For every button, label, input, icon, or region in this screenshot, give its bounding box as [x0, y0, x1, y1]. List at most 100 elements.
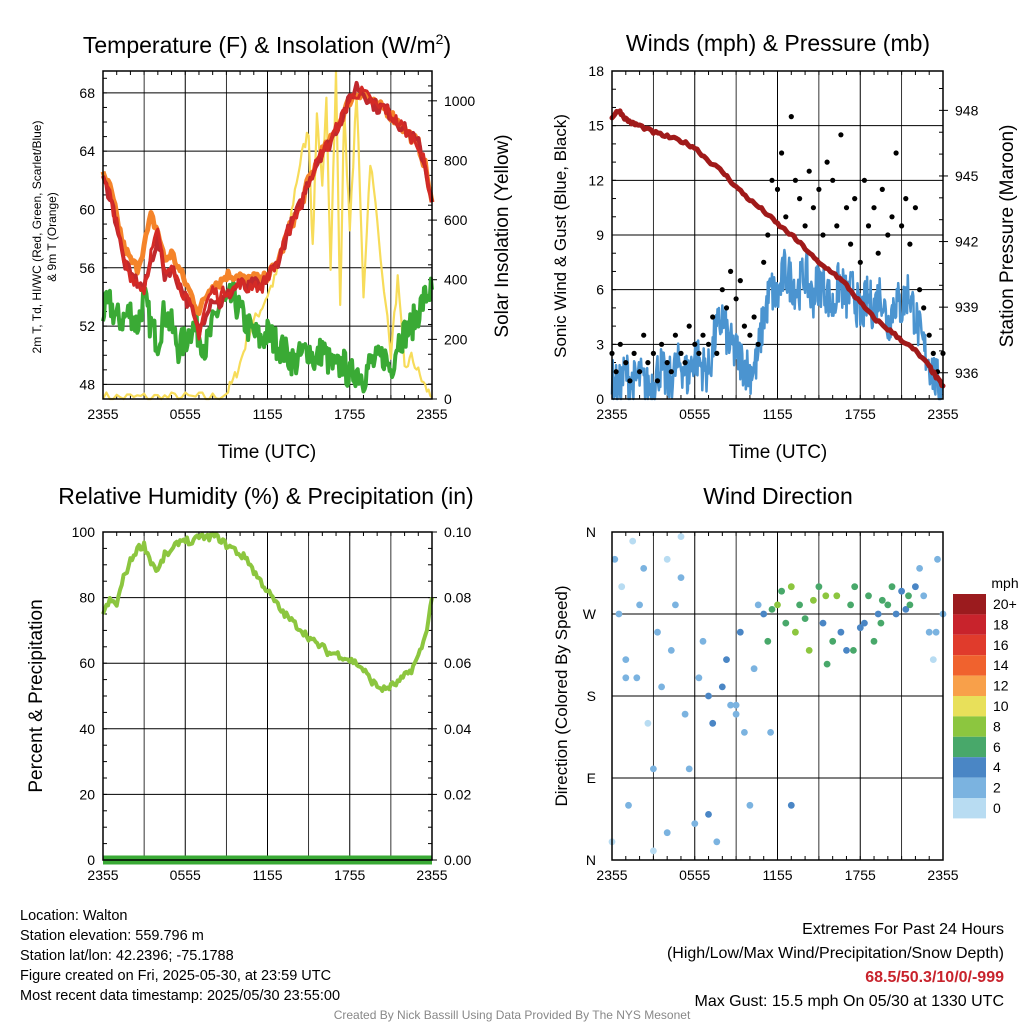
- wind-direction-marker: [736, 628, 744, 636]
- wind-direction-marker: [622, 674, 630, 682]
- gust-marker: [769, 177, 775, 183]
- gust-marker: [686, 323, 692, 329]
- wind-direction-marker: [902, 606, 910, 613]
- gust-marker: [774, 186, 781, 192]
- winds-y-tick-label: 6: [596, 282, 604, 298]
- gust-marker: [871, 205, 877, 211]
- winds-y-tick-label: 9: [596, 227, 604, 243]
- gust-marker: [912, 205, 919, 211]
- winds-y-tick-label: 0: [596, 391, 604, 407]
- gust-marker: [692, 341, 698, 347]
- gust-marker: [623, 360, 629, 366]
- gust-marker: [737, 278, 743, 284]
- humidity-y-tick-label: 80: [79, 590, 95, 606]
- colorbar-label: 14: [993, 657, 1009, 673]
- winds-y2-tick-label: 939: [955, 299, 979, 315]
- gust-marker: [783, 214, 789, 220]
- gust-marker: [755, 341, 761, 347]
- gust-marker: [824, 159, 830, 165]
- colorbar-unit-label: mph: [991, 575, 1018, 591]
- winds-y-tick-label: 12: [588, 172, 604, 188]
- winds-y-tick-label: 15: [588, 118, 604, 134]
- wind-direction-marker: [878, 596, 886, 604]
- wind-direction-marker: [691, 820, 699, 827]
- wind-direction-marker: [615, 610, 623, 618]
- wind-direction-marker: [851, 583, 859, 591]
- gust-marker: [668, 369, 674, 375]
- wind-direction-marker: [677, 574, 685, 581]
- gust-marker: [654, 378, 661, 384]
- gust-marker: [820, 232, 826, 238]
- temperature-y-axis-label-line1: 2m T, Td, HI/WC (Red, Green, Scarlet/Blu…: [30, 121, 44, 354]
- wind-direction-marker: [633, 674, 641, 682]
- humidity-y-tick-label: 100: [72, 524, 96, 540]
- wind-direction-marker: [750, 665, 758, 673]
- wind-direction-x-tick-label: 2355: [596, 867, 627, 883]
- wind-direction-marker: [823, 660, 831, 668]
- gust-marker: [893, 150, 899, 156]
- wind-direction-y-tick-label: N: [586, 524, 596, 540]
- solar-insolation-line: [102, 70, 433, 401]
- wind-direction-marker: [822, 592, 830, 600]
- station-info: Location: Walton Station elevation: 559.…: [20, 906, 340, 1006]
- gust-marker: [930, 350, 936, 356]
- station-location: Location: Walton: [20, 908, 128, 924]
- gust-marker: [879, 186, 885, 192]
- temperature-y-tick-label: 52: [79, 318, 95, 334]
- gust-marker: [903, 196, 909, 202]
- humidity-title: Relative Humidity (%) & Precipitation (i…: [58, 483, 473, 509]
- wind-direction-panel: Wind Direction Direction (Colored By Spe…: [552, 483, 1019, 883]
- wind-direction-marker: [929, 656, 937, 663]
- gust-marker: [700, 332, 706, 338]
- wind-direction-marker: [681, 710, 689, 718]
- humidity-x-tick-label: 1155: [252, 867, 282, 883]
- station-pressure-line: [609, 108, 946, 389]
- wind-direction-title: Wind Direction: [703, 483, 853, 509]
- relative-humidity-line: [101, 531, 434, 693]
- humidity-y2-tick-label: 0.06: [444, 655, 471, 671]
- extremes-title: Extremes For Past 24 Hours: [802, 921, 1004, 938]
- wind-direction-marker: [865, 592, 872, 600]
- temperature-y-tick-label: 48: [79, 376, 95, 392]
- gust-marker: [788, 114, 794, 120]
- wind-direction-marker: [629, 537, 637, 545]
- wind-direction-y-tick-label: E: [587, 770, 596, 786]
- gust-marker: [631, 350, 637, 356]
- temperature-x-tick-label: 2355: [416, 406, 447, 422]
- colorbar-label: 16: [993, 637, 1009, 653]
- station-elevation: Station elevation: 559.796 m: [20, 928, 204, 944]
- wind-direction-marker: [892, 610, 900, 618]
- winds-x-tick-label: 0555: [679, 406, 710, 422]
- gust-marker: [672, 332, 679, 338]
- gust-marker: [741, 323, 748, 329]
- wind-direction-y-tick-label: W: [583, 606, 597, 622]
- wind-direction-marker: [625, 801, 632, 809]
- gust-marker: [857, 259, 863, 265]
- wind-direction-marker: [611, 555, 619, 563]
- gust-marker: [852, 196, 858, 202]
- gust-marker: [792, 177, 799, 183]
- wind-direction-marker: [856, 624, 864, 632]
- temperature-x-tick-label: 1155: [252, 406, 282, 422]
- temperature-panel: Temperature (F) & Insolation (W/m2) 2m T…: [30, 31, 513, 463]
- humidity-y2-tick-label: 0.08: [444, 590, 471, 606]
- wind-direction-marker: [916, 565, 923, 572]
- humidity-y-tick-label: 0: [87, 852, 95, 868]
- colorbar-label: 2: [993, 780, 1001, 796]
- wind-direction-marker: [650, 847, 657, 855]
- wind-direction-marker: [695, 674, 703, 682]
- wind-direction-marker: [829, 637, 837, 645]
- gust-marker: [875, 250, 881, 256]
- wind-direction-marker: [778, 587, 785, 595]
- temperature-x-tick-label: 0555: [170, 406, 201, 422]
- wind-direction-marker: [754, 601, 762, 609]
- wind-direction-marker: [796, 601, 803, 609]
- wind-direction-marker: [932, 628, 940, 636]
- wind-direction-y-tick-label: N: [586, 852, 596, 868]
- gust-marker: [641, 332, 647, 338]
- temperature-plot-border: [102, 70, 433, 400]
- wind-direction-marker: [663, 829, 671, 837]
- gust-marker: [659, 341, 665, 347]
- wind-direction-marker: [699, 637, 707, 645]
- gust-marker: [810, 205, 817, 211]
